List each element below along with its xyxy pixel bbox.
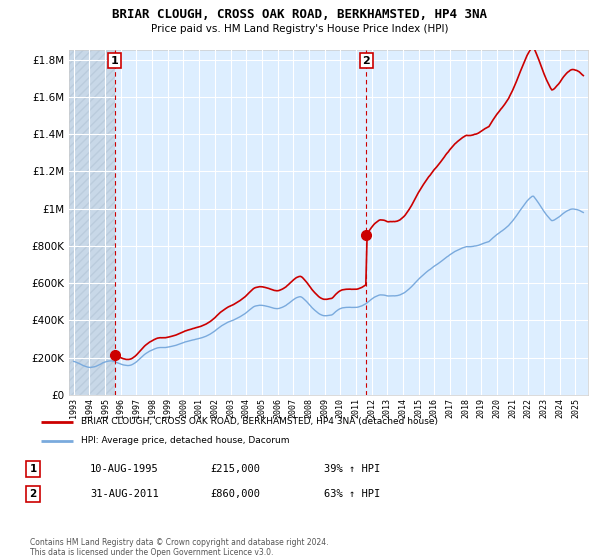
Text: BRIAR CLOUGH, CROSS OAK ROAD, BERKHAMSTED, HP4 3NA (detached house): BRIAR CLOUGH, CROSS OAK ROAD, BERKHAMSTE… bbox=[82, 417, 438, 426]
Text: Contains HM Land Registry data © Crown copyright and database right 2024.
This d: Contains HM Land Registry data © Crown c… bbox=[30, 538, 329, 557]
Text: 39% ↑ HPI: 39% ↑ HPI bbox=[324, 464, 380, 474]
Text: £860,000: £860,000 bbox=[210, 489, 260, 499]
Text: 1: 1 bbox=[111, 55, 119, 66]
Text: 2: 2 bbox=[362, 55, 370, 66]
Bar bbox=[58, 50, 115, 395]
Text: 10-AUG-1995: 10-AUG-1995 bbox=[90, 464, 159, 474]
Text: 31-AUG-2011: 31-AUG-2011 bbox=[90, 489, 159, 499]
Text: Price paid vs. HM Land Registry's House Price Index (HPI): Price paid vs. HM Land Registry's House … bbox=[151, 24, 449, 34]
Text: HPI: Average price, detached house, Dacorum: HPI: Average price, detached house, Daco… bbox=[82, 436, 290, 445]
Text: 1: 1 bbox=[29, 464, 37, 474]
Text: BRIAR CLOUGH, CROSS OAK ROAD, BERKHAMSTED, HP4 3NA: BRIAR CLOUGH, CROSS OAK ROAD, BERKHAMSTE… bbox=[113, 8, 487, 21]
Text: 2: 2 bbox=[29, 489, 37, 499]
Text: £215,000: £215,000 bbox=[210, 464, 260, 474]
Text: 63% ↑ HPI: 63% ↑ HPI bbox=[324, 489, 380, 499]
